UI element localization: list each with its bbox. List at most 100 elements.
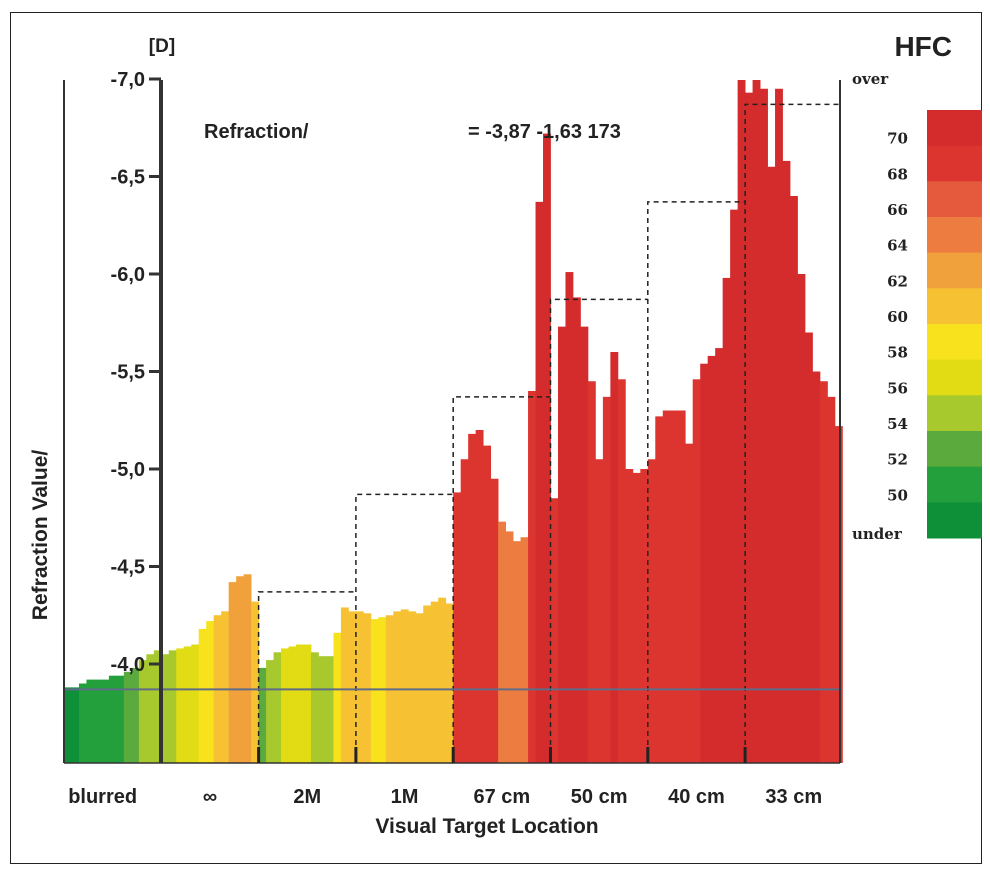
legend-over-label: over [852,70,889,88]
bar [670,410,679,763]
bar [183,646,192,763]
target-step [549,298,648,763]
bar [647,459,656,763]
bar [782,160,791,763]
legend-swatch [927,359,982,396]
legend-levels: 70 68 66 64 62 60 58 56 54 52 50 [887,130,908,505]
bar [790,196,798,763]
bar [700,363,709,763]
legend-swatch [927,431,982,468]
bar [722,277,731,763]
bar [550,498,559,763]
bar [168,650,177,763]
bar [236,576,245,763]
bar [715,348,724,763]
legend-swatch [927,252,982,289]
bar [804,332,813,763]
bar [176,648,185,763]
bar [206,621,215,763]
target-step [355,493,454,763]
legend-level-label: 54 [887,415,908,433]
bar [340,607,349,763]
category-label: 2M [293,786,321,808]
legend-level-label: 52 [887,451,908,469]
bar [430,601,439,763]
refraction-annotation-value: = -3,87 -1,63 173 [468,121,621,143]
bar [490,478,499,763]
bar [707,355,716,763]
bar [415,613,424,763]
legend-swatches [927,110,982,539]
bar [468,433,477,763]
y-tick-label: -4,0 [111,654,145,676]
legend-level-label: 64 [887,237,908,255]
target-step [744,103,843,763]
bar [370,619,379,763]
bar [662,410,671,763]
bar [191,644,200,763]
legend-level-label: 50 [887,486,908,504]
bar [557,326,566,763]
bar [325,656,334,763]
bar [760,88,768,763]
bar [93,679,102,763]
bar [692,379,701,763]
legend-under-label: under [852,525,903,543]
bar [812,371,821,763]
bar [296,644,304,763]
bar [408,611,417,763]
legend-swatch [927,110,982,147]
bar [453,492,462,763]
bar [677,410,686,763]
bar [483,445,492,763]
bar [819,381,828,763]
category-label: 40 cm [668,786,725,808]
legend-level-label: 58 [887,344,908,362]
axes: -4,0 -4,5 -5,0 -5,5 -6,0 -6,5 -7,0 blurred ∞ 2M 1… [63,69,841,808]
legend: HFC over under 70 68 66 64 62 60 58 56 54 52 50 [852,31,982,543]
category-label: 50 cm [571,786,628,808]
bar [273,652,282,763]
bar [460,459,469,763]
bar [475,430,484,763]
category-label: ∞ [203,786,217,808]
bar [572,297,581,763]
bar [655,416,664,763]
bar [355,611,364,763]
bar [445,603,454,763]
bar [281,648,289,763]
bar [505,531,514,763]
category-label: blurred [68,786,137,808]
legend-level-label: 70 [887,130,908,148]
legend-title: HFC [894,31,952,62]
bar [752,80,761,763]
bar [258,667,267,763]
bar [610,352,619,763]
target-steps [257,103,843,763]
y-tick-label: -6,5 [111,167,145,189]
bar [146,654,155,763]
bar [138,660,147,763]
y-tick-label: -5,5 [111,362,145,384]
legend-swatch [927,217,982,254]
bars-layer [64,80,843,764]
legend-swatch [927,466,982,503]
bar [565,272,574,763]
bar [797,274,806,763]
target-step [257,591,356,763]
bar [318,656,327,763]
bar [108,675,117,763]
x-axis-title: Visual Target Location [375,815,598,838]
bar [834,426,843,763]
bar [363,613,372,763]
bar [243,574,252,763]
category-label: 1M [391,786,419,808]
legend-swatch [927,145,982,182]
bar [617,379,626,763]
legend-level-label: 66 [887,201,908,219]
bar [153,650,162,763]
bar [78,683,87,763]
legend-swatch [927,502,982,539]
bar [632,472,641,763]
